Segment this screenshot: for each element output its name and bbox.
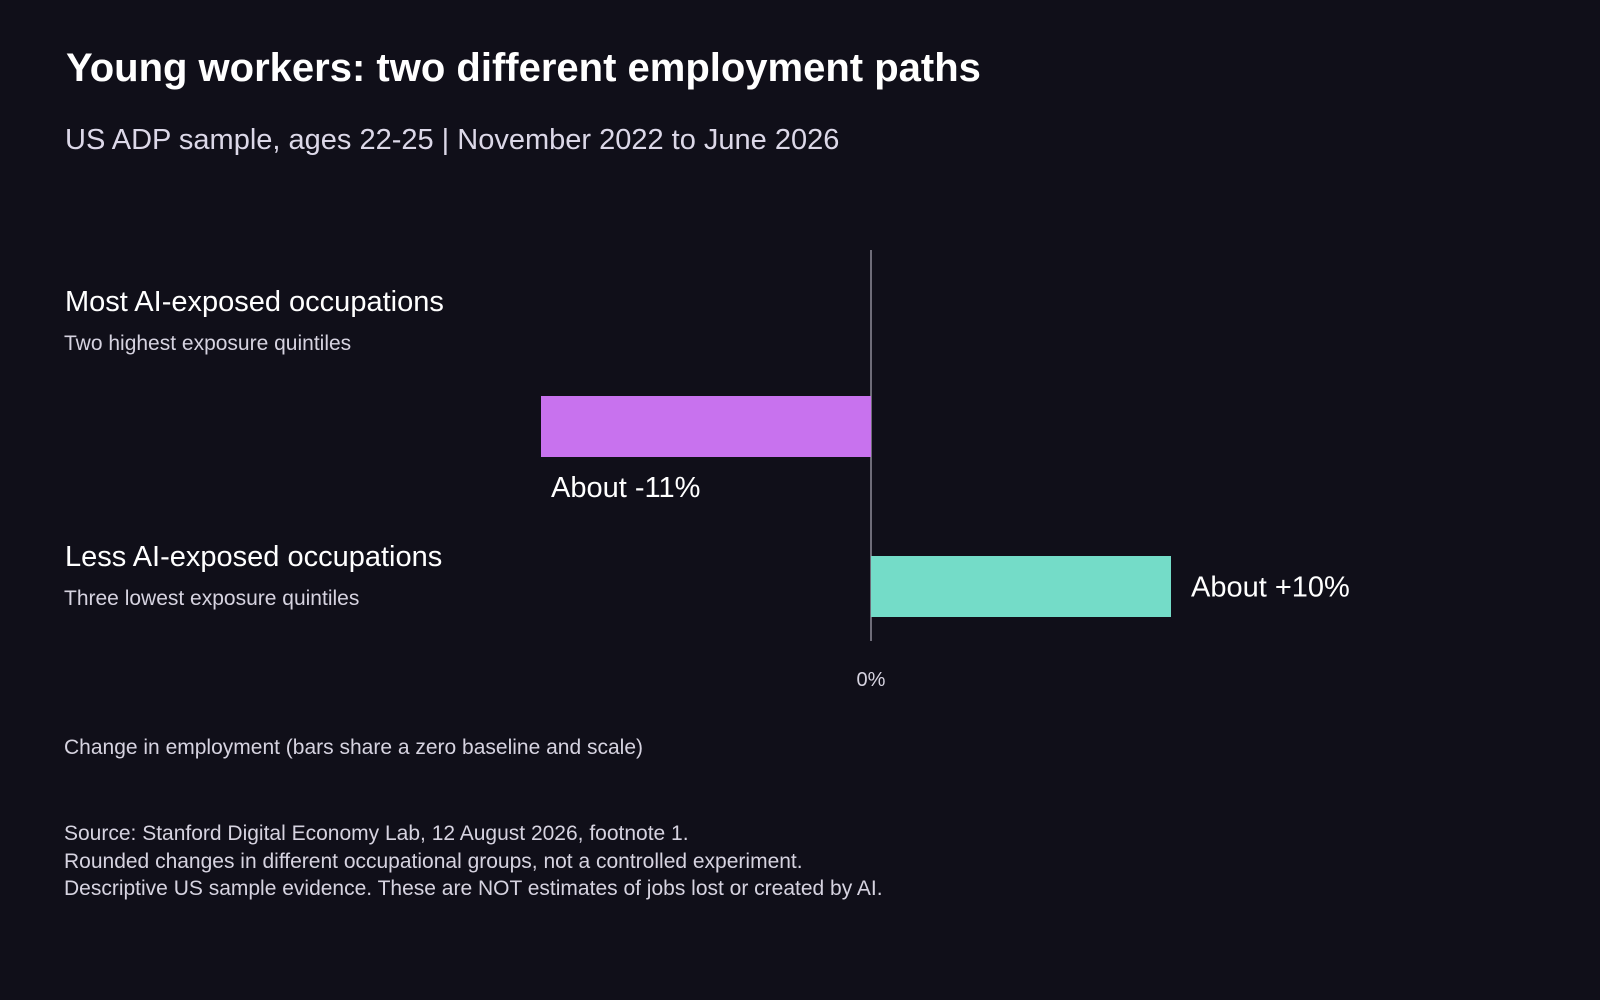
category-label-most-exposed: Most AI-exposed occupations xyxy=(65,286,444,318)
source-line-2: Rounded changes in different occupationa… xyxy=(64,849,803,873)
x-axis-label: Change in employment (bars share a zero … xyxy=(64,736,643,759)
bar-value-label-most-exposed: About -11% xyxy=(551,472,700,504)
chart-title: Young workers: two different employment … xyxy=(66,46,981,90)
zero-tick-label: 0% xyxy=(857,669,886,691)
source-note: Source: Stanford Digital Economy Lab, 12… xyxy=(64,820,883,903)
source-line-3: Descriptive US sample evidence. These ar… xyxy=(64,877,883,900)
category-label-less-exposed: Less AI-exposed occupations xyxy=(65,541,443,573)
bar-less-exposed xyxy=(871,556,1171,617)
chart-subtitle: US ADP sample, ages 22-25 | November 202… xyxy=(65,124,840,156)
category-sublabel-less-exposed: Three lowest exposure quintiles xyxy=(64,587,360,610)
source-line-1: Source: Stanford Digital Economy Lab, 12… xyxy=(64,822,689,845)
bar-value-label-less-exposed: About +10% xyxy=(1191,572,1350,604)
bars-group: About -11% About +10% xyxy=(541,396,1350,617)
category-sublabel-most-exposed: Two highest exposure quintiles xyxy=(64,332,352,355)
bar-most-exposed xyxy=(541,396,871,457)
